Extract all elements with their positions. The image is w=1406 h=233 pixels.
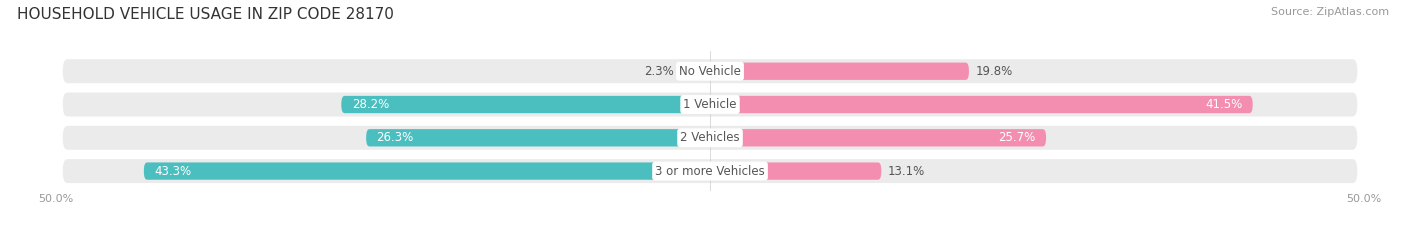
- Text: No Vehicle: No Vehicle: [679, 65, 741, 78]
- FancyBboxPatch shape: [710, 162, 882, 180]
- Text: 2 Vehicles: 2 Vehicles: [681, 131, 740, 144]
- FancyBboxPatch shape: [710, 63, 969, 80]
- FancyBboxPatch shape: [681, 63, 710, 80]
- Text: 13.1%: 13.1%: [887, 164, 925, 178]
- FancyBboxPatch shape: [63, 93, 1357, 116]
- Text: 19.8%: 19.8%: [976, 65, 1012, 78]
- FancyBboxPatch shape: [63, 126, 1357, 150]
- Text: HOUSEHOLD VEHICLE USAGE IN ZIP CODE 28170: HOUSEHOLD VEHICLE USAGE IN ZIP CODE 2817…: [17, 7, 394, 22]
- FancyBboxPatch shape: [366, 129, 710, 147]
- FancyBboxPatch shape: [342, 96, 710, 113]
- Text: 41.5%: 41.5%: [1205, 98, 1243, 111]
- Text: Source: ZipAtlas.com: Source: ZipAtlas.com: [1271, 7, 1389, 17]
- Text: 3 or more Vehicles: 3 or more Vehicles: [655, 164, 765, 178]
- FancyBboxPatch shape: [63, 159, 1357, 183]
- FancyBboxPatch shape: [143, 162, 710, 180]
- Text: 26.3%: 26.3%: [377, 131, 413, 144]
- Text: 28.2%: 28.2%: [352, 98, 389, 111]
- Text: 43.3%: 43.3%: [155, 164, 191, 178]
- Text: 1 Vehicle: 1 Vehicle: [683, 98, 737, 111]
- FancyBboxPatch shape: [710, 129, 1046, 147]
- FancyBboxPatch shape: [710, 96, 1253, 113]
- Text: 2.3%: 2.3%: [644, 65, 673, 78]
- Text: 25.7%: 25.7%: [998, 131, 1036, 144]
- FancyBboxPatch shape: [63, 59, 1357, 83]
